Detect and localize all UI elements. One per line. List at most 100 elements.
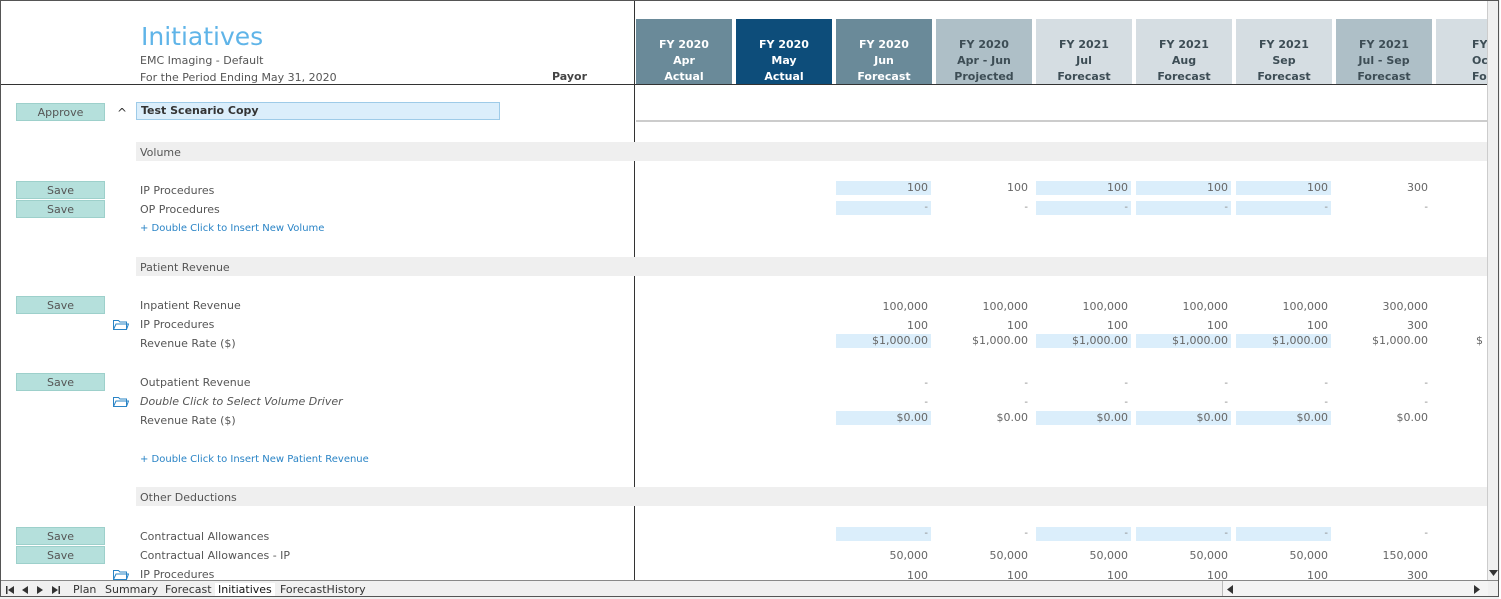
last-sheet-icon[interactable] <box>52 586 60 594</box>
grid-cell[interactable]: - <box>1036 527 1131 541</box>
column-header-year: FY 2020 <box>859 38 909 51</box>
grid-cell: $0.00 <box>996 411 1029 424</box>
grid-cell: - <box>1324 378 1328 389</box>
grid-cell: 100 <box>1007 569 1028 582</box>
grid-cell: 100 <box>1207 319 1228 332</box>
folder-icon[interactable] <box>113 396 129 407</box>
grid-cell[interactable]: - <box>836 527 931 541</box>
frozen-pane-divider <box>634 0 635 582</box>
grid-cell[interactable]: - <box>836 201 931 215</box>
section-other-deductions-label: Other Deductions <box>140 491 237 504</box>
column-header-year: FY 2020 <box>759 38 809 51</box>
sheet-tab[interactable]: Plan <box>73 583 97 596</box>
column-header-kind: Forecast <box>1057 70 1111 83</box>
next-sheet-icon[interactable] <box>37 586 43 594</box>
save-button[interactable]: Save <box>16 200 105 218</box>
grid-cell[interactable]: - <box>1236 527 1331 541</box>
save-button[interactable]: Save <box>16 181 105 199</box>
row-label-contractual-allowances: Contractual Allowances <box>140 530 270 543</box>
column-header-period: Jul <box>1076 54 1092 67</box>
grid-cell: 100 <box>1207 569 1228 582</box>
section-patient-revenue-label: Patient Revenue <box>140 261 230 274</box>
prev-sheet-icon[interactable] <box>22 586 28 594</box>
grid-cell[interactable]: 100 <box>1036 181 1131 195</box>
save-button[interactable]: Save <box>16 373 105 391</box>
grid-cell: 100 <box>1007 319 1028 332</box>
grid-cell[interactable]: - <box>1236 201 1331 215</box>
save-button[interactable]: Save <box>16 527 105 545</box>
sheet-tab[interactable]: Initiatives <box>215 583 275 597</box>
grid-cell[interactable]: $0.00 <box>1036 411 1131 425</box>
horizontal-scrollbar[interactable] <box>1222 581 1488 597</box>
grid-cell: 100 <box>907 569 928 582</box>
row-label-contractual-allowances-ip: Contractual Allowances - IP <box>140 549 291 562</box>
grid-cell: $ <box>1476 334 1483 347</box>
grid-cell: - <box>1224 378 1228 389</box>
grid-cell[interactable]: 100 <box>1136 181 1231 195</box>
grid-cell[interactable]: $0.00 <box>1236 411 1331 425</box>
column-header-period: Aug <box>1171 54 1197 67</box>
column-header-kind: Projected <box>954 70 1014 83</box>
row-label-inpatient-revenue: Inpatient Revenue <box>140 299 241 312</box>
column-header-year: FY 2020 <box>659 38 709 51</box>
column-header-period: Jun <box>874 54 894 67</box>
insert-patient-revenue-link[interactable]: + Double Click to Insert New Patient Rev… <box>140 454 369 465</box>
vertical-scrollbar[interactable] <box>1487 0 1500 580</box>
period-label: For the Period Ending May 31, 2020 <box>140 71 337 84</box>
grid-cell: $0.00 <box>1396 411 1429 424</box>
grid-cell[interactable]: - <box>1136 527 1231 541</box>
page-title: Initiatives <box>141 22 264 51</box>
column-header-year: FY 2 <box>1472 38 1487 51</box>
grid-cell[interactable]: - <box>1136 201 1231 215</box>
grid-cell: 300 <box>1407 569 1428 582</box>
save-button[interactable]: Save <box>16 296 105 314</box>
scroll-right-icon[interactable] <box>1474 585 1480 594</box>
column-header-kind: Forecast <box>1257 70 1311 83</box>
scroll-left-icon[interactable] <box>1227 585 1233 594</box>
sheet-tab[interactable]: ForecastHistory <box>280 583 366 596</box>
sheet-tab[interactable]: Forecast <box>165 583 212 596</box>
grid-cell: 50,000 <box>1189 549 1229 562</box>
folder-icon[interactable] <box>113 319 129 330</box>
row-label-ip-procedures: IP Procedures <box>140 318 215 331</box>
scroll-down-icon[interactable] <box>1489 570 1498 576</box>
column-header-period: Oct - <box>1472 54 1487 67</box>
grid-cell: 100,000 <box>1082 300 1129 313</box>
column-header-year: FY 2020 <box>959 38 1009 51</box>
grid-cell: - <box>1324 397 1328 408</box>
column-header: FY 2021 Jul Forecast <box>1036 19 1132 84</box>
grid-cell: 300,000 <box>1382 300 1429 313</box>
save-button[interactable]: Save <box>16 546 105 564</box>
column-header-kind: Fore <box>1472 70 1487 83</box>
select-volume-driver-label[interactable]: Double Click to Select Volume Driver <box>140 395 343 408</box>
section-band-patient-revenue <box>136 257 1487 276</box>
grid-cell: 100,000 <box>1282 300 1329 313</box>
column-header: FY 2020 Apr - Jun Projected <box>936 19 1032 84</box>
grid-cell[interactable]: $1,000.00 <box>1136 334 1231 348</box>
grid-cell[interactable]: $0.00 <box>836 411 931 425</box>
folder-icon[interactable] <box>113 569 129 580</box>
grid-cell: 100 <box>907 319 928 332</box>
grid-cell[interactable]: 100 <box>836 181 931 195</box>
grid-cell: 50,000 <box>1289 549 1329 562</box>
grid-cell[interactable]: $1,000.00 <box>836 334 931 348</box>
sheet-tab[interactable]: Summary <box>105 583 159 596</box>
column-header: FY 2021 Sep Forecast <box>1236 19 1332 84</box>
row-label-ip-procedures: IP Procedures <box>140 184 215 197</box>
scenario-name-field[interactable]: Test Scenario Copy <box>136 102 500 120</box>
approve-button[interactable]: Approve <box>16 103 105 121</box>
grid-cell[interactable]: $1,000.00 <box>1036 334 1131 348</box>
grid-cell: - <box>1424 528 1428 539</box>
grid-cell[interactable]: $1,000.00 <box>1236 334 1331 348</box>
column-header-kind: Forecast <box>1357 70 1411 83</box>
grid-cell[interactable]: $0.00 <box>1136 411 1231 425</box>
grid-cell[interactable]: - <box>1036 201 1131 215</box>
grid-cell: 50,000 <box>1089 549 1129 562</box>
collapse-caret-icon[interactable]: ^ <box>117 106 128 120</box>
grid-cell[interactable]: 100 <box>1236 181 1331 195</box>
grid-cell: - <box>924 378 928 389</box>
section-band-other-deductions <box>136 487 1487 506</box>
insert-volume-link[interactable]: + Double Click to Insert New Volume <box>140 223 325 234</box>
section-band-volume <box>136 142 1487 161</box>
first-sheet-icon[interactable] <box>6 586 14 594</box>
